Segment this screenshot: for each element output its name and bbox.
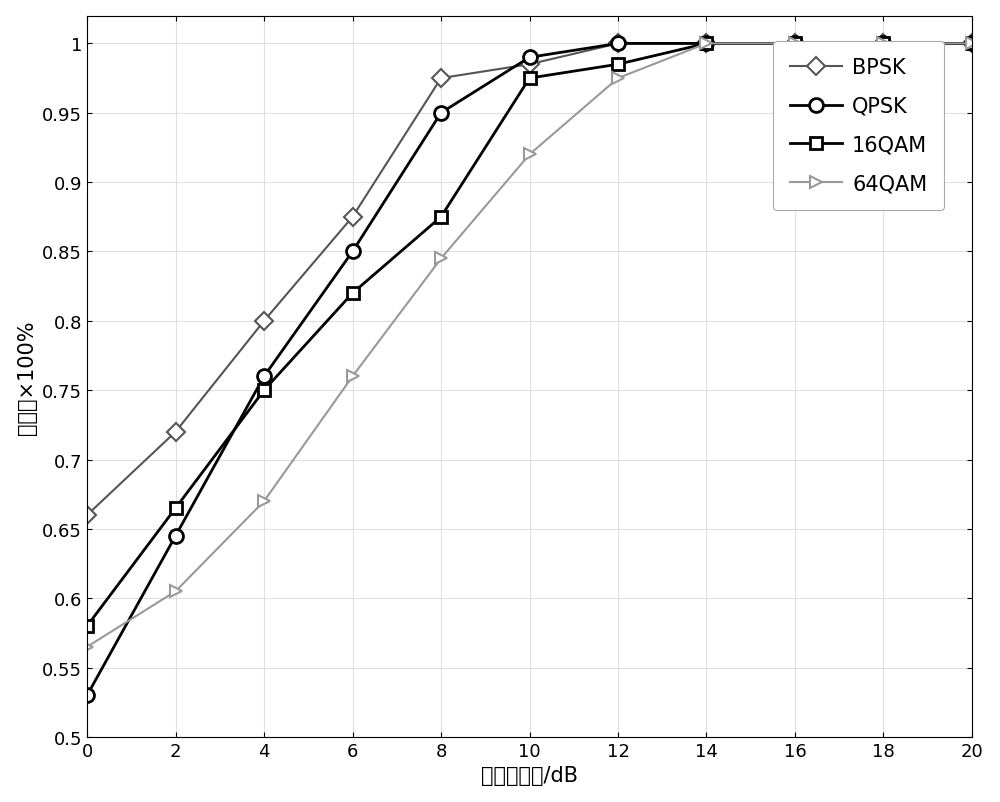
64QAM	[258, 496, 270, 506]
QPSK	[435, 109, 447, 119]
Y-axis label: 识别率×100%: 识别率×100%	[17, 320, 37, 434]
64QAM	[435, 254, 447, 264]
64QAM	[789, 39, 801, 49]
BPSK	[170, 427, 182, 437]
BPSK	[524, 60, 536, 70]
BPSK	[81, 511, 93, 520]
QPSK	[612, 39, 624, 49]
BPSK	[258, 317, 270, 326]
QPSK	[347, 247, 359, 257]
QPSK	[789, 39, 801, 49]
X-axis label: 广义信噪比/dB: 广义信噪比/dB	[481, 765, 578, 785]
BPSK	[789, 39, 801, 49]
64QAM	[612, 74, 624, 83]
Line: BPSK: BPSK	[81, 38, 978, 521]
16QAM	[81, 622, 93, 631]
Line: QPSK: QPSK	[80, 38, 979, 703]
BPSK	[347, 213, 359, 222]
QPSK	[81, 691, 93, 700]
BPSK	[612, 39, 624, 49]
QPSK	[877, 39, 889, 49]
64QAM	[700, 39, 712, 49]
QPSK	[258, 372, 270, 382]
16QAM	[347, 289, 359, 298]
16QAM	[170, 504, 182, 513]
QPSK	[170, 531, 182, 541]
QPSK	[966, 39, 978, 49]
BPSK	[435, 74, 447, 83]
64QAM	[347, 372, 359, 382]
16QAM	[612, 60, 624, 70]
QPSK	[700, 39, 712, 49]
16QAM	[700, 39, 712, 49]
64QAM	[877, 39, 889, 49]
QPSK	[524, 54, 536, 63]
Line: 16QAM: 16QAM	[81, 38, 978, 633]
16QAM	[524, 74, 536, 83]
16QAM	[966, 39, 978, 49]
16QAM	[435, 213, 447, 222]
Legend: BPSK, QPSK, 16QAM, 64QAM: BPSK, QPSK, 16QAM, 64QAM	[773, 42, 944, 211]
BPSK	[966, 39, 978, 49]
BPSK	[700, 39, 712, 49]
16QAM	[877, 39, 889, 49]
16QAM	[258, 386, 270, 395]
Line: 64QAM: 64QAM	[81, 38, 978, 653]
64QAM	[81, 642, 93, 652]
16QAM	[789, 39, 801, 49]
64QAM	[966, 39, 978, 49]
64QAM	[524, 150, 536, 160]
BPSK	[877, 39, 889, 49]
64QAM	[170, 587, 182, 597]
